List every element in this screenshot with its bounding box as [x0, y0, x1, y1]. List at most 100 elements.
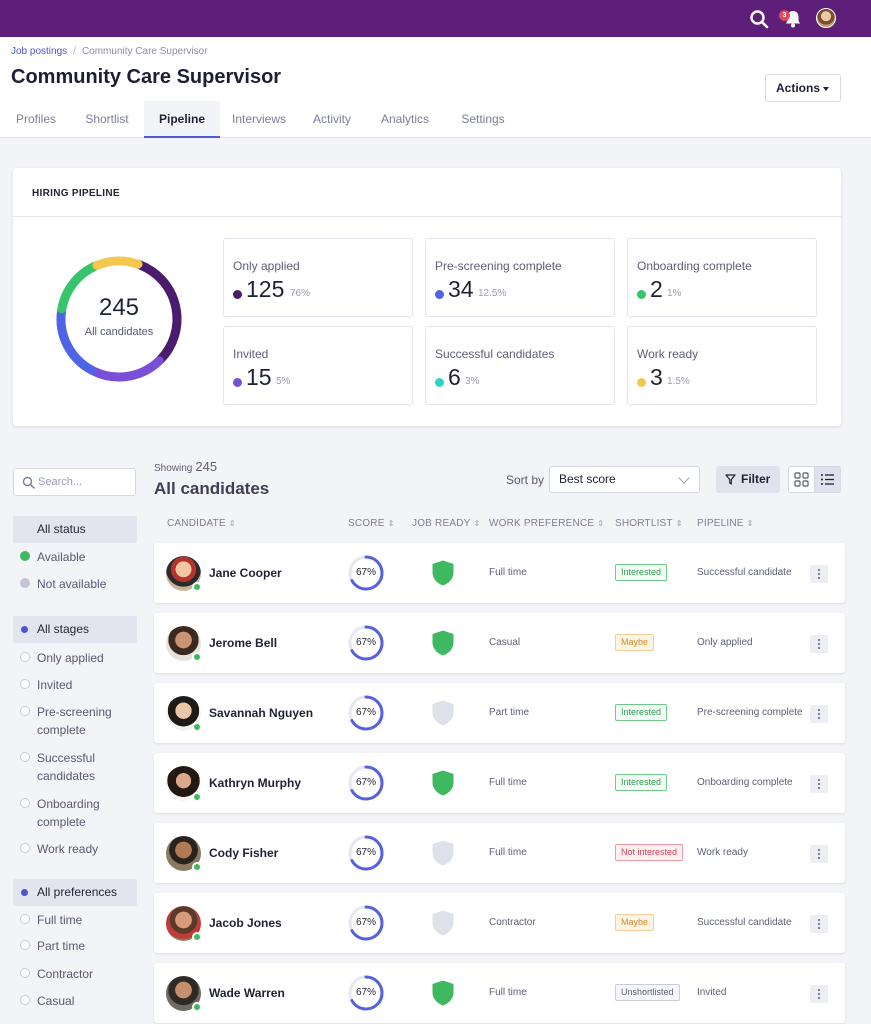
tab-analytics[interactable]: Analytics [380, 112, 430, 126]
filter-funnel-icon [725, 474, 736, 485]
filter-head-label: All preferences [37, 885, 118, 899]
notification-count-badge: 3 [779, 10, 790, 21]
shortlist-badge[interactable]: Maybe [615, 634, 655, 651]
sort-arrows-icon: ⇕ [228, 519, 236, 528]
candidate-search[interactable] [13, 468, 136, 496]
filter-stage-pre-screening[interactable]: Pre-screening complete [20, 703, 125, 739]
user-avatar[interactable] [816, 8, 836, 28]
score-value: 67% [355, 777, 376, 788]
more-options-button[interactable] [810, 985, 828, 1003]
more-options-button[interactable] [810, 565, 828, 583]
more-options-button[interactable] [810, 915, 828, 933]
tab-interviews[interactable]: Interviews [231, 112, 287, 126]
filter-button[interactable]: Filter [716, 466, 780, 493]
shortlist-badge[interactable]: Unshortlisted [615, 984, 680, 1001]
filter-pref-contractor[interactable]: Contractor [20, 965, 140, 983]
filter-stage-invited[interactable]: Invited [20, 676, 140, 694]
list-view-button[interactable] [814, 466, 841, 493]
stage-card-work-ready[interactable]: Work ready 3 1.5% [627, 326, 817, 405]
candidate-name[interactable]: Jane Cooper [209, 566, 282, 580]
tab-pipeline[interactable]: Pipeline [144, 101, 220, 138]
column-label: CANDIDATE [167, 518, 226, 529]
candidate-name[interactable]: Jacob Jones [209, 916, 282, 930]
candidate-row-kathryn-murphy[interactable]: Kathryn Murphy 67% Full time Interested Onbo… [154, 753, 845, 813]
filter-label: Not available [37, 577, 107, 591]
filter-status-not-available[interactable]: Not available [20, 575, 140, 593]
filter-all-status[interactable]: All status [13, 516, 137, 543]
radio-icon [20, 914, 30, 924]
filter-label: Full time [37, 913, 83, 927]
tab-activity[interactable]: Activity [312, 112, 351, 126]
column-header-pipeline[interactable]: PIPELINE ⇕ [697, 518, 754, 529]
candidate-name[interactable]: Jerome Bell [209, 636, 278, 650]
candidate-name[interactable]: Savannah Nguyen [209, 706, 314, 720]
grid-view-button[interactable] [788, 466, 815, 493]
filter-pref-full-time[interactable]: Full time [20, 911, 140, 929]
candidate-row-wade-warren[interactable]: Wade Warren 67% Full time Unshortlisted Invi… [154, 963, 845, 1023]
filter-pref-part-time[interactable]: Part time [20, 937, 140, 955]
search-icon[interactable] [749, 9, 769, 29]
more-options-button[interactable] [810, 845, 828, 863]
more-options-button[interactable] [810, 635, 828, 653]
search-input[interactable] [38, 473, 133, 491]
candidate-name[interactable]: Kathryn Murphy [209, 776, 302, 790]
candidate-row-savannah-nguyen[interactable]: Savannah Nguyen 67% Part time Interested Pre… [154, 683, 845, 743]
breadcrumb-job-postings-link[interactable]: Job postings [11, 46, 68, 57]
filter-all-stages[interactable]: All stages [13, 616, 137, 643]
shortlist-badge[interactable]: Not interested [615, 844, 684, 861]
tab-profiles[interactable]: Profiles [15, 112, 56, 126]
stage-card-invited[interactable]: Invited 15 5% [223, 326, 413, 405]
radio-icon [20, 706, 30, 716]
online-status-dot-icon [192, 652, 202, 662]
chevron-down-icon [678, 472, 690, 484]
stage-card-successful[interactable]: Successful candidates 6 3% [425, 326, 615, 405]
stage-count: 34 [448, 276, 474, 302]
shortlist-badge[interactable]: Interested [615, 704, 668, 721]
sort-select[interactable]: Best score [549, 466, 700, 493]
kebab-dot-icon [818, 997, 820, 999]
radio-icon [20, 679, 30, 689]
filter-stage-only-applied[interactable]: Only applied [20, 649, 140, 667]
filter-all-preferences[interactable]: All preferences [13, 879, 137, 906]
radio-icon [20, 652, 30, 662]
candidate-name[interactable]: Cody Fisher [209, 846, 279, 860]
column-header-score[interactable]: SCORE ⇕ [348, 518, 394, 529]
more-options-button[interactable] [810, 705, 828, 723]
column-header-job-ready[interactable]: JOB READY ⇕ [412, 518, 480, 529]
tab-settings[interactable]: Settings [461, 112, 505, 126]
column-label: SCORE [348, 518, 385, 529]
job-ready-shield-icon [432, 980, 454, 1006]
stage-card-only-applied[interactable]: Only applied 125 76% [223, 238, 413, 317]
donut-total-label: All candidates [84, 326, 154, 338]
more-options-button[interactable] [810, 775, 828, 793]
column-header-candidate[interactable]: CANDIDATE ⇕ [167, 518, 236, 529]
candidate-row-jacob-jones[interactable]: Jacob Jones 67% Contractor Maybe Successful … [154, 893, 845, 953]
work-preference: Full time [489, 847, 527, 858]
column-header-work-preference[interactable]: WORK PREFERENCE ⇕ [489, 518, 604, 529]
filter-stage-onboarding[interactable]: Onboarding complete [20, 795, 120, 831]
stage-percent: 12.5% [478, 288, 507, 299]
online-status-dot-icon [192, 1002, 202, 1012]
work-preference: Contractor [489, 917, 536, 928]
stage-card-pre-screening[interactable]: Pre-screening complete 34 12.5% [425, 238, 615, 317]
shortlist-badge[interactable]: Maybe [615, 914, 655, 931]
stage-card-onboarding[interactable]: Onboarding complete 2 1% [627, 238, 817, 317]
column-header-shortlist[interactable]: SHORTLIST ⇕ [615, 518, 683, 529]
selected-radio-icon [21, 626, 28, 633]
filter-stage-successful[interactable]: Successful candidates [20, 749, 120, 785]
candidate-row-jane-cooper[interactable]: Jane Cooper 67% Full time Interested Success… [154, 543, 845, 603]
actions-dropdown-button[interactable]: Actions [765, 74, 841, 102]
shortlist-badge[interactable]: Interested [615, 564, 668, 581]
online-status-dot-icon [192, 862, 202, 872]
filter-pref-casual[interactable]: Casual [20, 992, 140, 1010]
candidate-row-cody-fisher[interactable]: Cody Fisher 67% Full time Not interested Wor… [154, 823, 845, 883]
candidate-row-jerome-bell[interactable]: Jerome Bell 67% Casual Maybe Only applied [154, 613, 845, 673]
kebab-dot-icon [818, 993, 820, 995]
shortlist-badge[interactable]: Interested [615, 774, 668, 791]
candidate-name[interactable]: Wade Warren [209, 986, 285, 1000]
donut-total: 245 [98, 294, 140, 321]
tab-shortlist[interactable]: Shortlist [85, 112, 129, 126]
filter-stage-work-ready[interactable]: Work ready [20, 840, 140, 858]
filter-status-available[interactable]: Available [20, 548, 140, 566]
kebab-dot-icon [818, 919, 820, 921]
